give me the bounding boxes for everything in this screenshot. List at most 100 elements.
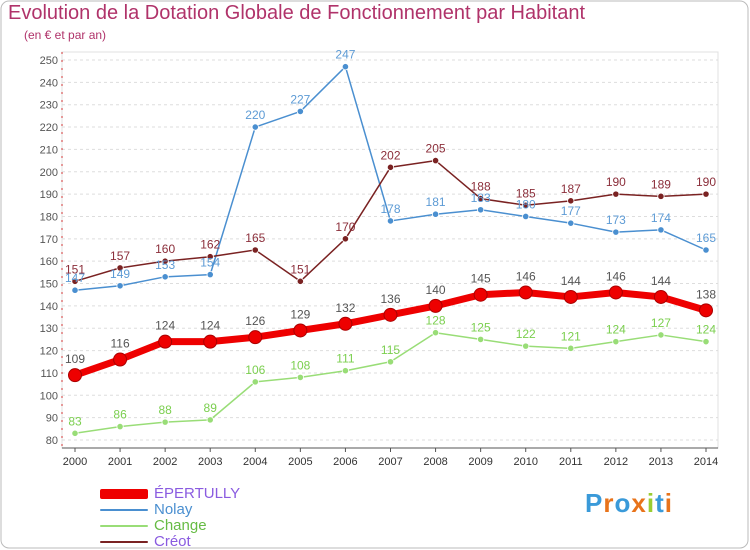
data-point-nolay	[477, 206, 485, 214]
y-tick-label: 80	[46, 435, 58, 447]
y-tick-label: 180	[40, 211, 58, 223]
data-point-creot	[657, 192, 665, 200]
data-label-creot: 151	[65, 262, 85, 276]
data-label-epertully: 144	[561, 274, 581, 288]
y-tick-label: 130	[40, 323, 58, 335]
data-point-epertully	[113, 352, 128, 367]
data-point-creot	[522, 201, 530, 209]
data-point-nolay	[657, 226, 665, 234]
data-label-nolay: 183	[471, 191, 491, 205]
data-point-nolay	[522, 212, 530, 221]
data-point-change	[116, 422, 124, 431]
data-label-nolay: 153	[155, 258, 175, 272]
data-label-creot: 202	[380, 148, 400, 162]
data-point-epertully	[699, 303, 713, 318]
y-tick-label: 160	[40, 256, 58, 268]
y-tick-label: 240	[40, 77, 58, 89]
data-point-creot	[71, 277, 79, 285]
data-label-creot: 162	[200, 238, 220, 252]
data-point-creot	[251, 246, 259, 254]
y-tick-label: 220	[40, 122, 58, 134]
data-label-epertully: 132	[335, 301, 355, 315]
data-point-nolay	[296, 107, 304, 116]
data-label-epertully: 116	[111, 337, 130, 351]
x-tick-label: 2012	[604, 456, 628, 468]
x-tick-label: 2000	[63, 456, 87, 468]
data-point-change	[341, 367, 350, 375]
y-tick-label: 140	[40, 301, 58, 313]
chart-title: Evolution de la Dotation Globale de Fonc…	[8, 2, 586, 24]
data-point-change	[522, 342, 530, 350]
data-point-nolay	[251, 123, 259, 131]
data-label-epertully: 145	[471, 272, 491, 286]
data-point-epertully	[428, 298, 443, 313]
data-label-creot: 190	[606, 175, 626, 189]
data-point-change	[567, 344, 575, 352]
data-label-nolay: 247	[335, 48, 355, 62]
data-label-epertully: 144	[651, 274, 671, 288]
data-point-creot	[161, 257, 169, 265]
data-point-creot	[477, 194, 485, 203]
data-label-epertully: 146	[516, 269, 536, 283]
y-tick-label: 190	[40, 189, 58, 201]
x-tick-label: 2010	[513, 456, 537, 468]
x-tick-label: 2014	[694, 456, 718, 468]
data-label-change: 122	[516, 327, 536, 341]
y-tick-label: 110	[40, 368, 58, 380]
proxiti-logo: Proxiti	[585, 488, 673, 518]
data-point-creot	[206, 253, 214, 261]
data-point-nolay	[71, 286, 79, 294]
data-point-epertully	[338, 316, 353, 331]
data-label-change: 124	[696, 323, 716, 337]
data-point-change	[431, 329, 440, 337]
data-label-epertully: 136	[380, 292, 400, 306]
data-point-epertully	[203, 334, 218, 349]
x-tick-label: 2004	[243, 456, 267, 468]
x-tick-label: 2009	[468, 456, 492, 468]
y-tick-label: 90	[46, 413, 58, 425]
data-label-nolay: 154	[200, 256, 220, 270]
data-label-creot: 157	[110, 249, 130, 263]
data-point-creot	[431, 156, 440, 165]
data-label-creot: 151	[290, 262, 310, 276]
legend-swatch-change	[100, 525, 148, 527]
data-point-creot	[296, 277, 304, 285]
data-label-creot: 188	[471, 180, 491, 194]
data-label-creot: 187	[561, 182, 581, 196]
data-point-creot	[702, 190, 710, 198]
data-label-nolay: 147	[65, 271, 85, 285]
data-point-change	[612, 338, 620, 346]
data-label-epertully: 124	[200, 319, 220, 333]
data-point-change	[161, 418, 169, 426]
data-point-epertully	[653, 289, 668, 304]
legend-item-epertully: ÉPERTULLY	[100, 486, 240, 502]
data-label-epertully: 109	[65, 352, 85, 366]
data-label-change: 106	[245, 363, 265, 377]
data-label-change: 128	[426, 314, 446, 328]
data-point-creot	[612, 190, 620, 198]
data-label-nolay: 165	[696, 231, 716, 245]
data-label-epertully: 146	[606, 269, 626, 283]
data-point-epertully	[158, 334, 173, 349]
data-label-change: 86	[113, 408, 127, 422]
data-point-epertully	[293, 323, 308, 338]
data-label-change: 108	[290, 358, 310, 372]
y-tick-label: 150	[40, 279, 58, 291]
y-tick-label: 170	[40, 234, 58, 246]
data-point-epertully	[473, 287, 488, 302]
data-point-nolay	[386, 217, 395, 225]
y-tick-label: 120	[40, 346, 58, 358]
data-point-change	[386, 358, 395, 366]
data-point-creot	[116, 264, 124, 272]
data-point-nolay	[206, 270, 214, 279]
legend-swatch-epertully	[100, 489, 148, 499]
legend-item-change: Change	[100, 518, 240, 534]
data-label-change: 115	[381, 343, 400, 357]
y-tick-label: 230	[40, 100, 58, 112]
data-point-nolay	[341, 63, 350, 71]
data-point-change	[71, 429, 79, 437]
data-label-creot: 165	[245, 231, 265, 245]
data-label-nolay: 227	[290, 92, 310, 106]
data-label-nolay: 174	[651, 211, 671, 225]
